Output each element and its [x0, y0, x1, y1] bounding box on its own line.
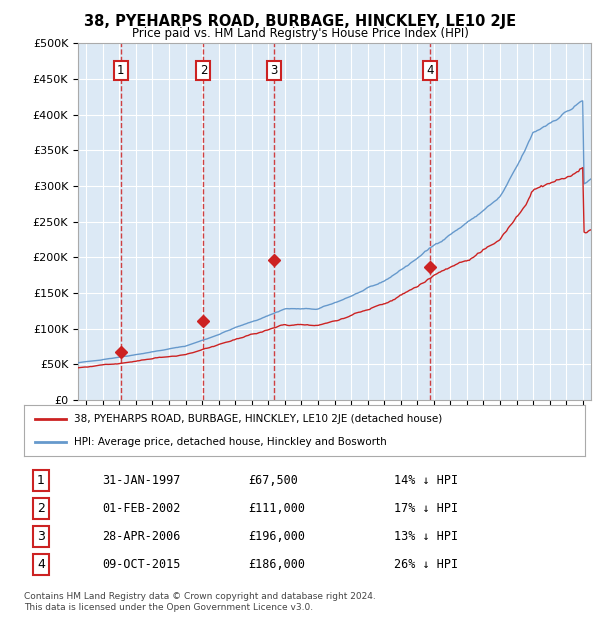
Text: 01-FEB-2002: 01-FEB-2002	[103, 502, 181, 515]
Text: 4: 4	[37, 558, 45, 571]
Text: 1: 1	[37, 474, 45, 487]
Text: 28-APR-2006: 28-APR-2006	[103, 530, 181, 543]
Text: 09-OCT-2015: 09-OCT-2015	[103, 558, 181, 571]
Text: 17% ↓ HPI: 17% ↓ HPI	[394, 502, 458, 515]
Text: Price paid vs. HM Land Registry's House Price Index (HPI): Price paid vs. HM Land Registry's House …	[131, 27, 469, 40]
Text: £111,000: £111,000	[248, 502, 305, 515]
Text: 38, PYEHARPS ROAD, BURBAGE, HINCKLEY, LE10 2JE: 38, PYEHARPS ROAD, BURBAGE, HINCKLEY, LE…	[84, 14, 516, 29]
Text: 1: 1	[117, 64, 124, 77]
Text: 31-JAN-1997: 31-JAN-1997	[103, 474, 181, 487]
Text: £186,000: £186,000	[248, 558, 305, 571]
Text: 4: 4	[426, 64, 434, 77]
Text: 38, PYEHARPS ROAD, BURBAGE, HINCKLEY, LE10 2JE (detached house): 38, PYEHARPS ROAD, BURBAGE, HINCKLEY, LE…	[74, 414, 443, 423]
Text: £67,500: £67,500	[248, 474, 298, 487]
Text: 14% ↓ HPI: 14% ↓ HPI	[394, 474, 458, 487]
Text: 2: 2	[37, 502, 45, 515]
Text: 13% ↓ HPI: 13% ↓ HPI	[394, 530, 458, 543]
Text: £196,000: £196,000	[248, 530, 305, 543]
Text: Contains HM Land Registry data © Crown copyright and database right 2024.
This d: Contains HM Land Registry data © Crown c…	[24, 592, 376, 611]
Text: 3: 3	[37, 530, 45, 543]
Text: 26% ↓ HPI: 26% ↓ HPI	[394, 558, 458, 571]
Text: 2: 2	[200, 64, 207, 77]
Text: HPI: Average price, detached house, Hinckley and Bosworth: HPI: Average price, detached house, Hinc…	[74, 437, 387, 447]
Text: 3: 3	[270, 64, 277, 77]
